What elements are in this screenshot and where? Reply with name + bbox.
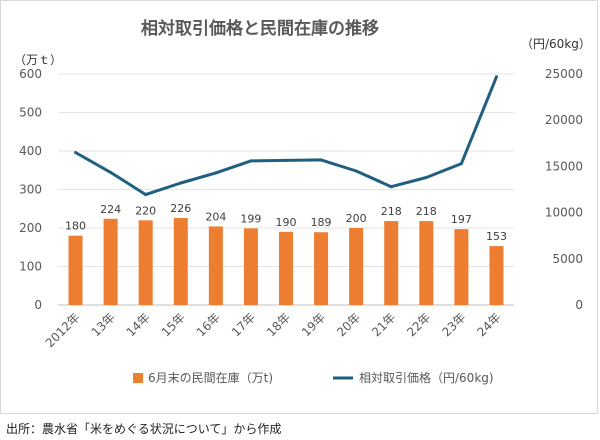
x-tick-label: 18年: [264, 310, 293, 339]
source-note: 出所：農水省「米をめぐる状況について」から作成: [6, 422, 282, 436]
left-tick-label: 300: [19, 183, 42, 197]
legend: 6月末の民間在庫（万t) 相対取引価格（円/60kg): [133, 370, 494, 385]
bar-data-label: 199: [240, 212, 261, 225]
legend-bar-label: 6月末の民間在庫（万t): [148, 371, 273, 385]
line-point: [284, 158, 288, 162]
x-tick-label: 16年: [194, 310, 223, 339]
bar: [138, 220, 153, 305]
right-tick-label: 5000: [552, 252, 583, 266]
bar-data-label: 220: [135, 204, 156, 217]
price-line: [74, 76, 498, 197]
x-tick-label: 2012年: [43, 310, 83, 350]
x-tick-label: 24年: [474, 310, 503, 339]
left-tick-label: 500: [19, 106, 42, 120]
bar: [103, 218, 118, 305]
right-tick-label: 0: [575, 298, 583, 312]
bar-data-label: 226: [170, 202, 191, 215]
left-tick-label: 200: [19, 221, 42, 235]
chart-svg: 相対取引価格と民間在庫の推移 （万ｔ） （円/60kg） 0 100 200 300 4…: [14, 18, 591, 385]
line-point: [389, 185, 393, 189]
legend-bar-swatch: [133, 373, 143, 383]
line-point: [459, 162, 463, 166]
x-axis-ticks: 2012年 13年 14年 15年 16年 17年 18年 19年 20年 21年 22年 23年 24…: [43, 310, 504, 350]
right-tick-label: 15000: [545, 159, 583, 173]
bar: [384, 221, 399, 305]
bar-series: [68, 217, 504, 305]
right-tick-label: 20000: [545, 113, 583, 127]
x-tick-label: 20年: [334, 310, 363, 339]
bar-data-label: 200: [346, 212, 367, 225]
legend-line-label: 相対取引価格（円/60kg): [359, 370, 494, 385]
bar: [208, 226, 223, 305]
x-tick-label: 14年: [124, 310, 153, 339]
bar: [173, 217, 188, 305]
bar-data-label: 153: [486, 230, 507, 243]
right-axis-unit: （円/60kg）: [521, 37, 591, 51]
bar-data-labels: 180 224 220 226 204 199 190 189 200 218 218 197 153: [65, 202, 507, 243]
line-point: [319, 158, 323, 162]
bar: [68, 235, 83, 305]
bar-data-label: 218: [381, 205, 402, 218]
x-tick-label: 19年: [299, 310, 328, 339]
left-axis-unit: （万ｔ）: [14, 53, 62, 67]
bar-data-label: 204: [205, 210, 226, 223]
bar: [243, 228, 258, 305]
x-tick-label: 17年: [229, 310, 258, 339]
bar: [279, 231, 293, 305]
x-tick-label: 23年: [439, 310, 468, 339]
line-point: [424, 175, 428, 179]
line-point: [109, 170, 113, 174]
x-tick-label: 22年: [404, 310, 433, 339]
left-tick-label: 100: [19, 260, 42, 274]
x-tick-label: 21年: [369, 310, 398, 339]
x-tick-label: 13年: [89, 310, 118, 339]
right-tick-label: 25000: [545, 67, 583, 81]
line-point: [494, 75, 498, 79]
x-tick-label: 15年: [159, 310, 188, 339]
line-point: [74, 151, 78, 155]
right-tick-label: 10000: [545, 206, 583, 220]
bar-data-label: 190: [276, 216, 297, 229]
line-point: [214, 171, 218, 175]
chart-frame: [0, 0, 598, 414]
line-point: [249, 159, 253, 163]
bar: [419, 221, 434, 305]
bar-data-label: 224: [100, 203, 121, 216]
left-axis-ticks: 0 100 200 300 400 500 600: [19, 67, 42, 312]
line-point: [354, 169, 358, 173]
left-tick-label: 0: [34, 298, 42, 312]
bar: [454, 229, 469, 305]
bar-data-label: 197: [451, 213, 472, 226]
line-point: [144, 193, 148, 197]
bar: [314, 232, 329, 305]
gridlines: [58, 73, 514, 306]
left-tick-label: 400: [19, 144, 42, 158]
line-series: [74, 75, 498, 197]
bar: [489, 246, 504, 305]
chart-title: 相対取引価格と民間在庫の推移: [141, 18, 379, 39]
left-tick-label: 600: [19, 67, 42, 81]
bar-data-label: 189: [311, 216, 332, 229]
line-point: [179, 181, 183, 185]
bar-data-label: 180: [65, 220, 86, 233]
right-axis-ticks: 0 5000 10000 15000 20000 25000: [545, 67, 583, 312]
bar-data-label: 218: [416, 205, 437, 218]
bar: [349, 228, 364, 305]
